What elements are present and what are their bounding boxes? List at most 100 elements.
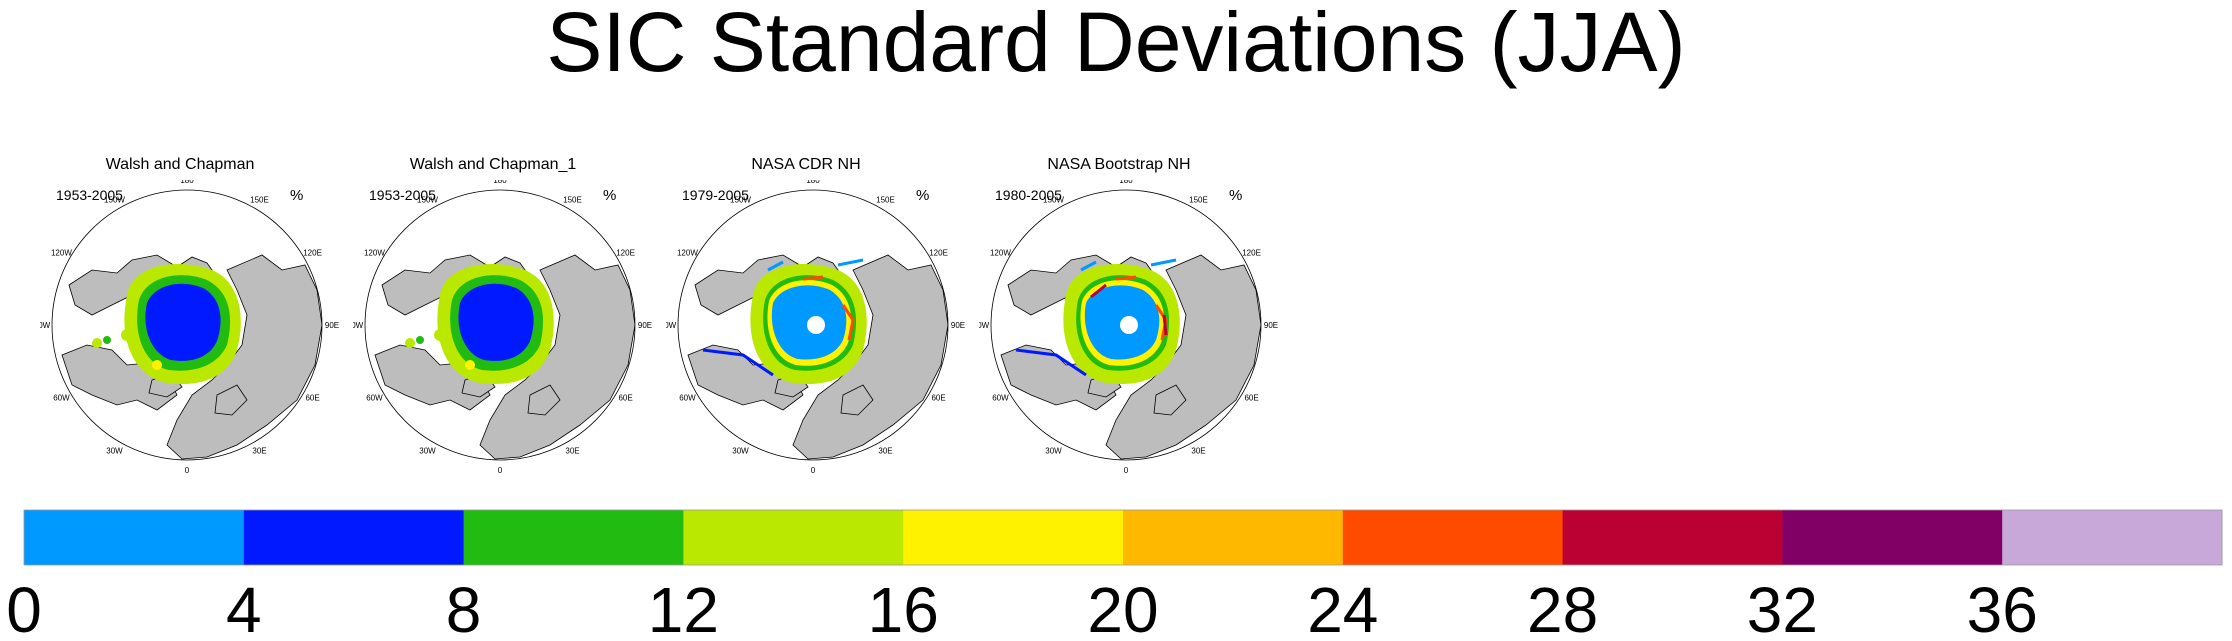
longitude-label: 120E bbox=[616, 249, 635, 258]
longitude-label: 90E bbox=[951, 321, 965, 330]
panel-unit: % bbox=[290, 187, 304, 204]
longitude-label: 60W bbox=[366, 394, 383, 403]
map-panel: NASA CDR NH 1979-2005% 180 150E 120E 90E 60E 30… bbox=[666, 150, 976, 480]
panel-years: 1953-2005 bbox=[56, 187, 123, 203]
longitude-label: 150W bbox=[417, 195, 438, 204]
colorbar-segment bbox=[463, 510, 684, 565]
colorbar-segment bbox=[1782, 510, 2003, 565]
land-shape bbox=[687, 344, 804, 411]
longitude-label: 120W bbox=[364, 249, 385, 258]
map-border bbox=[990, 189, 1262, 461]
longitude-label: 30W bbox=[106, 447, 123, 456]
map-panel: NASA Bootstrap NH 1980-2005% 180 150E 120E 90… bbox=[979, 150, 1289, 480]
longitude-label: 90W bbox=[666, 321, 677, 330]
longitude-label: 30E bbox=[565, 447, 579, 456]
longitude-label: 30E bbox=[252, 447, 266, 456]
longitude-label: 150E bbox=[1189, 195, 1208, 204]
longitude-label: 30E bbox=[878, 447, 892, 456]
longitude-label: 180 bbox=[493, 180, 507, 185]
map-panel: Walsh and Chapman_1 1953-2005% 180 150E 120E… bbox=[353, 150, 663, 480]
colorbar-tick-label: 24 bbox=[1307, 574, 1378, 641]
longitude-label: 60E bbox=[1244, 394, 1258, 403]
longitude-label: 60E bbox=[931, 394, 945, 403]
land-shape bbox=[1153, 384, 1187, 416]
land-shape bbox=[840, 384, 874, 416]
land-shape bbox=[61, 344, 178, 411]
longitude-label: 120E bbox=[303, 249, 322, 258]
colorbar-tick-label: 0 bbox=[6, 574, 42, 641]
colorbar-segment bbox=[1562, 510, 1783, 565]
panel-years: 1980-2005 bbox=[995, 187, 1062, 203]
longitude-label: 60W bbox=[679, 394, 696, 403]
longitude-label: 150E bbox=[250, 195, 269, 204]
longitude-label: 90E bbox=[1264, 321, 1278, 330]
longitude-label: 120W bbox=[990, 249, 1011, 258]
colorbar-tick-label: 8 bbox=[446, 574, 482, 641]
colorbar-tick-label: 16 bbox=[868, 574, 939, 641]
longitude-label: 30W bbox=[1045, 447, 1062, 456]
land-shape bbox=[166, 254, 322, 460]
colorbar-segment bbox=[683, 510, 904, 565]
longitude-label: 30E bbox=[1191, 447, 1205, 456]
longitude-label: 180 bbox=[1119, 180, 1133, 185]
polar-map: 180 150E 120E 90E 60E 30E 0 30W 60W 90W 120W 150W bbox=[353, 180, 652, 475]
colorbar-tick-label: 20 bbox=[1087, 574, 1158, 641]
land-shape bbox=[1105, 254, 1261, 460]
longitude-label: 60E bbox=[618, 394, 632, 403]
map-border bbox=[364, 189, 636, 461]
land-shape bbox=[374, 344, 491, 411]
longitude-label: 150E bbox=[563, 195, 582, 204]
longitude-label: 150W bbox=[1043, 195, 1064, 204]
land-shape bbox=[527, 384, 561, 416]
longitude-label: 0 bbox=[185, 466, 190, 475]
sea-ice-field bbox=[702, 258, 867, 385]
longitude-label: 30W bbox=[732, 447, 749, 456]
map-border bbox=[51, 189, 323, 461]
longitude-label: 60W bbox=[53, 394, 70, 403]
land-shape bbox=[479, 254, 635, 460]
longitude-label: 0 bbox=[811, 466, 816, 475]
longitude-label: 0 bbox=[498, 466, 503, 475]
sea-ice-field bbox=[405, 263, 554, 385]
polar-map: 180 150E 120E 90E 60E 30E 0 30W 60W 90W 120W 150W bbox=[666, 180, 965, 475]
panel-unit: % bbox=[916, 187, 930, 204]
colorbar-segment bbox=[1123, 510, 1344, 565]
panel-years: 1953-2005 bbox=[369, 187, 436, 203]
longitude-label: 150E bbox=[876, 195, 895, 204]
figure-title: SIC Standard Deviations (JJA) bbox=[546, 0, 1686, 89]
longitude-label: 90W bbox=[353, 321, 364, 330]
colorbar-segment bbox=[903, 510, 1124, 565]
sea-ice-field bbox=[1015, 258, 1180, 385]
longitude-label: 150W bbox=[730, 195, 751, 204]
longitude-label: 150W bbox=[104, 195, 125, 204]
longitude-label: 180 bbox=[806, 180, 820, 185]
polar-map: 180 150E 120E 90E 60E 30E 0 30W 60W 90W 120W 150W bbox=[40, 180, 339, 475]
longitude-label: 60W bbox=[992, 394, 1009, 403]
longitude-label: 90W bbox=[979, 321, 990, 330]
colorbar-segment bbox=[243, 510, 465, 565]
longitude-label: 120W bbox=[51, 249, 72, 258]
longitude-label: 120E bbox=[929, 249, 948, 258]
panel-unit: % bbox=[1229, 187, 1243, 204]
colorbar-tick-label: 32 bbox=[1747, 574, 1818, 641]
land-shape bbox=[1000, 344, 1117, 411]
colorbar-segment bbox=[24, 510, 245, 565]
longitude-label: 90E bbox=[638, 321, 652, 330]
panel-unit: % bbox=[603, 187, 617, 204]
polar-map: 180 150E 120E 90E 60E 30E 0 30W 60W 90W 120W 150W bbox=[979, 180, 1278, 475]
longitude-label: 60E bbox=[305, 394, 319, 403]
longitude-label: 0 bbox=[1124, 466, 1129, 475]
colorbar-tick-label: 36 bbox=[1967, 574, 2038, 641]
panel-title: Walsh and Chapman bbox=[105, 156, 255, 173]
colorbar-tick-label: 28 bbox=[1527, 574, 1598, 641]
colorbar-segment bbox=[1342, 510, 1564, 565]
colorbar-tick-label: 12 bbox=[648, 574, 719, 641]
land-shape bbox=[214, 384, 248, 416]
longitude-label: 90W bbox=[40, 321, 51, 330]
panel-title: NASA CDR NH bbox=[751, 156, 861, 173]
land-shape bbox=[792, 254, 948, 460]
panel-years: 1979-2005 bbox=[682, 187, 749, 203]
longitude-label: 120W bbox=[677, 249, 698, 258]
panel-title: Walsh and Chapman_1 bbox=[409, 156, 577, 173]
longitude-label: 30W bbox=[419, 447, 436, 456]
